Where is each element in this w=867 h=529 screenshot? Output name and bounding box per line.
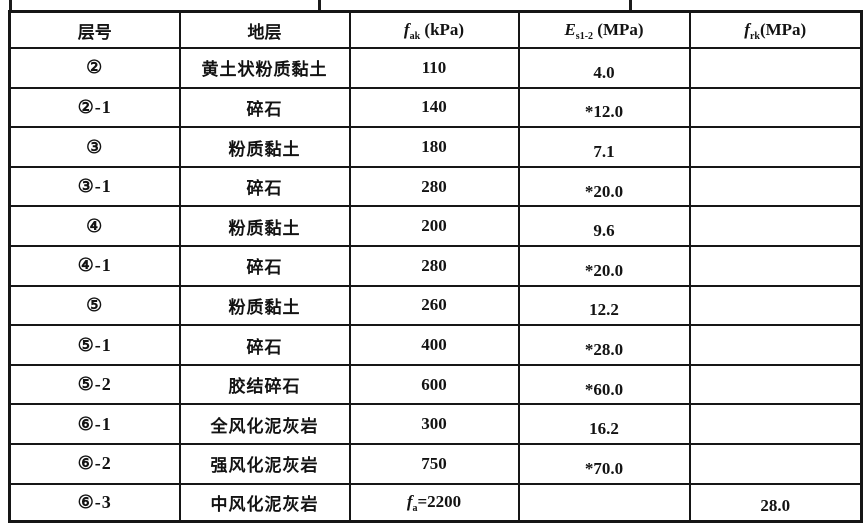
cell-frk bbox=[688, 403, 863, 446]
header-frk: frk(MPa) bbox=[688, 10, 863, 49]
cell-es12: 12.2 bbox=[517, 284, 691, 327]
cell-fak: 110 bbox=[348, 47, 520, 89]
top-edge-artifact-tick bbox=[9, 0, 12, 11]
cell-fak: fa=2200 bbox=[348, 482, 520, 523]
cell-fak: 300 bbox=[348, 403, 520, 446]
variable-letter: f bbox=[403, 20, 410, 39]
cell-stratum: 粉质黏土 bbox=[178, 284, 351, 327]
cell-frk bbox=[688, 245, 863, 287]
cell-stratum: 碎石 bbox=[178, 86, 351, 129]
cell-layer-no: ⑤-2 bbox=[8, 363, 181, 406]
cell-es12: 7.1 bbox=[517, 126, 691, 168]
top-edge-artifact-tick bbox=[629, 0, 632, 11]
cell-layer-no: ② bbox=[8, 47, 181, 89]
cell-stratum: 黄土状粉质黏土 bbox=[178, 47, 351, 89]
cell-es12: *60.0 bbox=[517, 363, 691, 406]
table-row: ⑤-1 碎石 400 *28.0 bbox=[8, 324, 863, 366]
cell-fak: 280 bbox=[348, 165, 520, 208]
cell-frk bbox=[688, 363, 863, 406]
cell-layer-no: ④ bbox=[8, 205, 181, 248]
cell-frk bbox=[688, 205, 863, 248]
cell-fak: 200 bbox=[348, 205, 520, 248]
table-row: ④ 粉质黏土 200 9.6 bbox=[8, 205, 863, 248]
cell-es12 bbox=[517, 482, 691, 523]
cell-frk bbox=[688, 86, 863, 129]
cell-layer-no: ②-1 bbox=[8, 86, 181, 129]
cell-stratum: 全风化泥灰岩 bbox=[178, 403, 351, 446]
variable-letter: f bbox=[406, 492, 413, 512]
table-row: ③-1 碎石 280 *20.0 bbox=[8, 165, 863, 208]
cell-fak: 280 bbox=[348, 245, 520, 287]
cell-layer-no: ⑥-2 bbox=[8, 443, 181, 485]
table-row: ②-1 碎石 140 *12.0 bbox=[8, 86, 863, 129]
cell-es12: *20.0 bbox=[517, 165, 691, 208]
cell-es12: *20.0 bbox=[517, 245, 691, 287]
cell-frk bbox=[688, 47, 863, 89]
cell-layer-no: ④-1 bbox=[8, 245, 181, 287]
cell-stratum: 碎石 bbox=[178, 324, 351, 366]
table-body: ② 黄土状粉质黏土 110 4.0 ②-1 碎石 140 *12.0 ③ 粉质黏土 180 7.1 ③-… bbox=[8, 47, 863, 523]
table-row: ③ 粉质黏土 180 7.1 bbox=[8, 126, 863, 168]
table-row: ⑥-2 强风化泥灰岩 750 *70.0 bbox=[8, 443, 863, 485]
header-stratum: 地层 bbox=[178, 10, 351, 49]
table-row: ⑤-2 胶结碎石 600 *60.0 bbox=[8, 363, 863, 406]
cell-frk bbox=[688, 126, 863, 168]
variable-letter: E bbox=[564, 20, 576, 39]
cell-fak: 600 bbox=[348, 363, 520, 406]
cell-frk: 28.0 bbox=[688, 482, 863, 523]
cell-fak: 140 bbox=[348, 86, 520, 129]
cell-fak: 180 bbox=[348, 126, 520, 168]
table-row: ④-1 碎石 280 *20.0 bbox=[8, 245, 863, 287]
cell-stratum: 胶结碎石 bbox=[178, 363, 351, 406]
cell-es12: *12.0 bbox=[517, 86, 691, 129]
cell-layer-no: ⑥-3 bbox=[8, 482, 181, 523]
cell-stratum: 碎石 bbox=[178, 245, 351, 287]
cell-layer-no: ⑤ bbox=[8, 284, 181, 327]
cell-stratum: 粉质黏土 bbox=[178, 126, 351, 168]
header-layer-no: 层号 bbox=[8, 10, 181, 49]
cell-fak: 400 bbox=[348, 324, 520, 366]
cell-layer-no: ③-1 bbox=[8, 165, 181, 208]
header-fak: fak (kPa) bbox=[348, 10, 520, 49]
table-row: ⑤ 粉质黏土 260 12.2 bbox=[8, 284, 863, 327]
cell-stratum: 中风化泥灰岩 bbox=[178, 482, 351, 523]
cell-layer-no: ⑥-1 bbox=[8, 403, 181, 446]
cell-stratum: 强风化泥灰岩 bbox=[178, 443, 351, 485]
table-header-row: 层号 地层 fak (kPa) Es1-2 (MPa) frk(MPa) bbox=[8, 10, 863, 49]
top-edge-artifact-tick bbox=[318, 0, 321, 11]
cell-layer-no: ⑤-1 bbox=[8, 324, 181, 366]
cell-es12: 4.0 bbox=[517, 47, 691, 89]
variable-letter: f bbox=[744, 20, 750, 39]
cell-es12: *70.0 bbox=[517, 443, 691, 485]
header-es12: Es1-2 (MPa) bbox=[517, 10, 691, 49]
cell-fak: 750 bbox=[348, 443, 520, 485]
cell-fak: 260 bbox=[348, 284, 520, 327]
table-row: ② 黄土状粉质黏土 110 4.0 bbox=[8, 47, 863, 89]
variable-subscript: rk bbox=[749, 31, 760, 42]
cell-es12: *28.0 bbox=[517, 324, 691, 366]
cell-frk bbox=[688, 324, 863, 366]
cell-layer-no: ③ bbox=[8, 126, 181, 168]
cell-stratum: 碎石 bbox=[178, 165, 351, 208]
table-row: ⑥-3 中风化泥灰岩 fa=2200 28.0 bbox=[8, 482, 863, 523]
stratum-parameters-table: 层号 地层 fak (kPa) Es1-2 (MPa) frk(MPa) ② 黄土状粉质黏… bbox=[8, 10, 863, 523]
cell-frk bbox=[688, 165, 863, 208]
cell-es12: 16.2 bbox=[517, 403, 691, 446]
variable-subscript: ak bbox=[409, 31, 421, 42]
cell-stratum: 粉质黏土 bbox=[178, 205, 351, 248]
table-row: ⑥-1 全风化泥灰岩 300 16.2 bbox=[8, 403, 863, 446]
variable-subscript: s1-2 bbox=[575, 31, 594, 42]
cell-es12: 9.6 bbox=[517, 205, 691, 248]
variable-subscript: a bbox=[412, 503, 418, 515]
cell-frk bbox=[688, 284, 863, 327]
cell-frk bbox=[688, 443, 863, 485]
